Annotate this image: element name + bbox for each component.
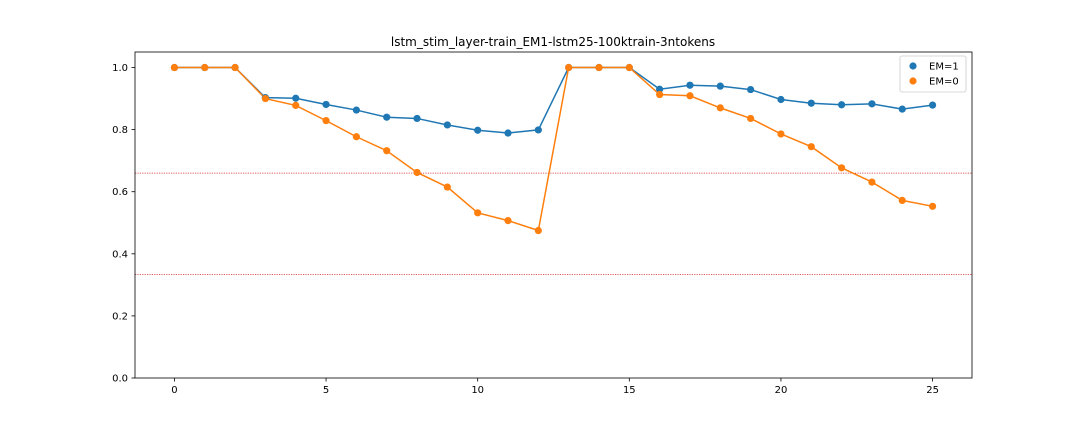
data-point-s0-22 <box>837 101 846 109</box>
data-point-s0-24 <box>898 105 906 113</box>
data-point-s1-2 <box>231 63 239 72</box>
data-point-s0-11 <box>504 129 512 137</box>
data-point-s1-25 <box>928 202 937 210</box>
plot-area: 0 5 10 15 20 25 0.0 0.2 0.4 0.6 0.8 1.0 EM=1 EM=0 <box>112 51 973 396</box>
data-point-s0-8 <box>413 114 421 123</box>
series-line-0 <box>174 66 933 134</box>
y-tick-label: 0.8 <box>112 125 128 136</box>
x-tick-label: 25 <box>926 385 939 396</box>
data-point-s1-1 <box>201 63 209 72</box>
legend-box <box>899 55 967 93</box>
data-point-s0-23 <box>868 100 876 108</box>
data-point-s1-12 <box>534 226 542 235</box>
data-point-s0-10 <box>474 126 482 134</box>
chart-title: lstm_stim_layer-train_EM1-lstm25-100ktra… <box>391 35 715 49</box>
data-point-s0-7 <box>383 113 391 121</box>
data-point-s0-17 <box>686 81 694 89</box>
data-point-s1-13 <box>565 63 573 72</box>
data-point-s0-9 <box>443 121 451 129</box>
y-tick-label: 1.0 <box>112 63 128 74</box>
data-point-s0-5 <box>322 100 330 109</box>
data-point-s1-10 <box>474 209 482 217</box>
data-point-s0-16 <box>656 85 664 93</box>
data-point-s1-17 <box>686 92 694 100</box>
x-tick-label: 0 <box>171 385 177 396</box>
axes-frame <box>134 51 973 379</box>
data-point-s1-23 <box>868 178 876 186</box>
data-point-s1-6 <box>352 133 360 141</box>
data-point-s0-18 <box>716 82 724 90</box>
legend-marker-0 <box>909 62 917 70</box>
y-tick-label: 0.0 <box>112 374 128 385</box>
data-point-s1-3 <box>261 94 270 103</box>
data-point-s1-24 <box>898 196 906 205</box>
data-point-s1-18 <box>716 104 724 112</box>
data-point-s1-15 <box>625 63 633 72</box>
data-point-s0-19 <box>747 85 755 94</box>
data-point-s1-5 <box>322 117 330 125</box>
data-point-s0-20 <box>777 95 785 104</box>
data-point-s0-25 <box>928 101 937 109</box>
legend-label-1: EM=0 <box>929 77 959 88</box>
data-point-s1-4 <box>292 101 300 110</box>
data-point-s1-20 <box>777 130 785 138</box>
x-tick-label: 15 <box>623 385 636 396</box>
data-point-s1-21 <box>807 143 815 151</box>
data-point-s1-11 <box>504 216 512 225</box>
x-tick-label: 5 <box>323 385 329 396</box>
y-tick-label: 0.2 <box>112 311 128 322</box>
x-tick-label: 10 <box>471 385 484 396</box>
legend-label-0: EM=1 <box>929 62 959 73</box>
data-point-s1-14 <box>595 63 603 72</box>
y-tick-label: 0.4 <box>112 249 128 260</box>
data-point-s0-6 <box>352 106 360 114</box>
data-point-s1-16 <box>656 90 664 99</box>
data-point-s1-22 <box>837 164 846 172</box>
x-tick-label: 20 <box>775 385 788 396</box>
data-point-s1-7 <box>383 147 391 155</box>
data-point-s0-12 <box>534 126 542 134</box>
data-point-s1-19 <box>747 114 755 123</box>
data-point-s0-4 <box>292 94 300 102</box>
data-point-s0-21 <box>807 99 815 107</box>
y-tick-label: 0.6 <box>112 187 128 198</box>
series-line-1 <box>174 66 933 232</box>
legend-marker-1 <box>909 77 917 85</box>
data-point-s1-0 <box>170 63 179 72</box>
data-point-s1-9 <box>443 183 451 191</box>
data-point-s1-8 <box>413 168 421 177</box>
